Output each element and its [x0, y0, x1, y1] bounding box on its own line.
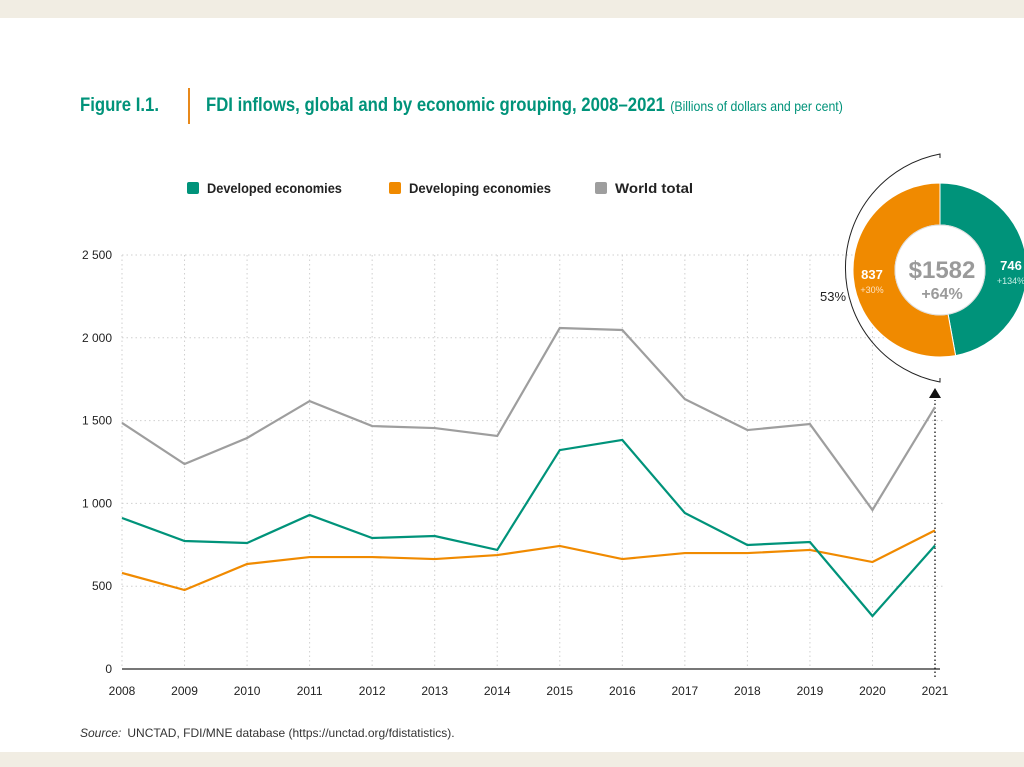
x-tick-label: 2009 [171, 684, 198, 698]
donut-total: $1582 [909, 257, 976, 284]
legend-item: Developing economies [389, 180, 551, 196]
x-tick-label: 2020 [859, 684, 886, 698]
donut-developing-value: 837 [861, 267, 883, 282]
figure-title: Figure I.1. FDI inflows, global and by e… [80, 88, 930, 124]
x-tick-label: 2019 [797, 684, 824, 698]
legend-swatch [389, 182, 401, 194]
legend-item: World total [595, 180, 693, 196]
legend-label: World total [615, 180, 693, 196]
x-tick-label: 2012 [359, 684, 386, 698]
source-label: Source: [80, 726, 122, 740]
y-tick-label: 1 000 [82, 496, 112, 510]
x-tick-label: 2017 [671, 684, 698, 698]
x-tick-label: 2016 [609, 684, 636, 698]
legend-swatch [187, 182, 199, 194]
legend-item: Developed economies [187, 180, 342, 196]
series-line-world-total [121, 326, 936, 513]
chart-title: FDI inflows, global and by economic grou… [206, 95, 665, 116]
x-tick-label: 2015 [546, 684, 573, 698]
y-tick-label: 1 500 [82, 414, 112, 428]
source-note: Source: UNCTAD, FDI/MNE database (https:/… [80, 726, 455, 740]
legend-label: Developed economies [207, 180, 342, 196]
x-tick-label: 2021 [922, 684, 949, 698]
developing-share-label: 53% [820, 289, 846, 304]
donut-total-change: +64% [921, 286, 962, 303]
bottom-band [0, 752, 1024, 767]
x-tick-label: 2011 [297, 684, 323, 698]
x-tick-label: 2010 [234, 684, 261, 698]
legend-swatch [595, 182, 607, 194]
figure-label: Figure I.1. [80, 95, 159, 116]
y-tick-label: 2 500 [82, 248, 112, 262]
x-tick-label: 2008 [109, 684, 136, 698]
x-tick-label: 2018 [734, 684, 761, 698]
x-tick-label: 2014 [484, 684, 511, 698]
donut-center [894, 224, 986, 316]
chart-units: (Billions of dollars and per cent) [670, 98, 843, 114]
title-divider [188, 88, 190, 124]
arrow-up-icon [929, 388, 941, 398]
source-text: UNCTAD, FDI/MNE database (https://unctad… [127, 726, 455, 740]
donut-developed-value: 746 [1000, 258, 1022, 273]
y-tick-label: 2 000 [82, 331, 112, 345]
donut-developed-change: +134% [997, 276, 1024, 286]
legend-label: Developing economies [409, 180, 551, 196]
y-tick-label: 500 [92, 579, 112, 593]
donut-developing-change: +30% [860, 285, 883, 295]
x-tick-label: 2013 [421, 684, 448, 698]
series-line-developed-economies [121, 438, 936, 618]
developing-share-bracket [844, 153, 941, 383]
y-tick-label: 0 [105, 662, 112, 676]
series-line-developing-economies [121, 529, 936, 592]
top-band [0, 0, 1024, 18]
